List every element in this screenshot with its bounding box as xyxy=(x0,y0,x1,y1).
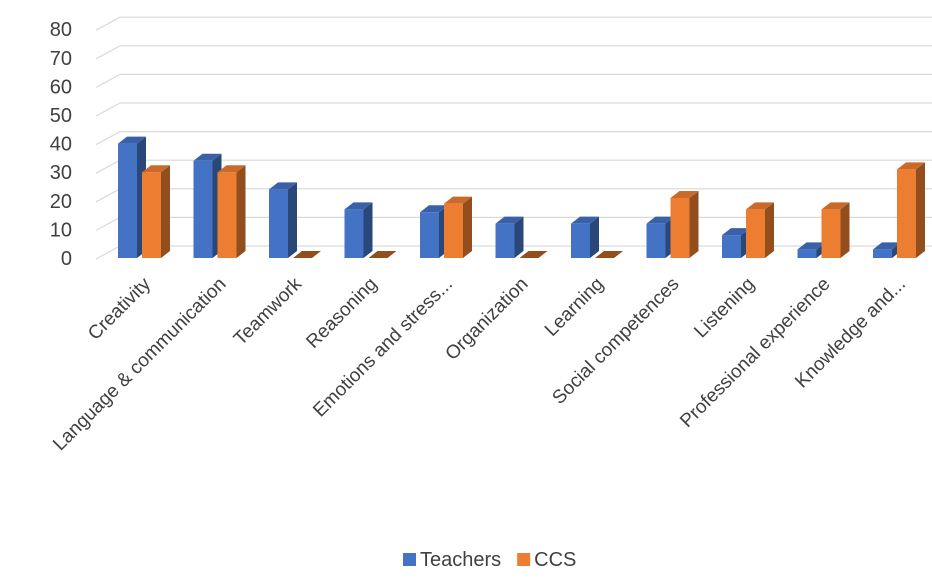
bar-teachers-5 xyxy=(495,216,524,258)
y-tick-label: 70 xyxy=(50,48,72,70)
x-tick-label: Creativity xyxy=(84,273,155,344)
gridline xyxy=(95,16,932,31)
y-tick-label: 0 xyxy=(61,248,72,270)
x-tick-label: Emotions and stress... xyxy=(309,274,457,422)
bar-teachers-8 xyxy=(722,228,750,258)
x-tick-label: Teamwork xyxy=(230,273,306,349)
y-tick-label: 50 xyxy=(50,105,72,127)
legend: Teachers CCS xyxy=(403,549,576,571)
x-tick-label: Learning xyxy=(541,274,608,341)
bar-ccs-4 xyxy=(444,196,472,258)
bar-ccs-3 xyxy=(368,251,397,258)
bar-ccs-0 xyxy=(142,165,170,258)
bars xyxy=(118,136,925,258)
bar-ccs-2 xyxy=(293,251,321,258)
bar-ccs-10 xyxy=(897,162,925,258)
y-tick-label: 10 xyxy=(50,219,72,241)
gridline xyxy=(95,131,932,146)
bar-teachers-9 xyxy=(797,242,826,258)
bar-ccs-5 xyxy=(519,251,548,258)
bar-ccs-7 xyxy=(670,190,699,258)
y-tick-label: 80 xyxy=(50,19,72,41)
x-tick-label: Social competences xyxy=(548,274,683,409)
x-tick-label: Professional experience xyxy=(676,274,834,432)
legend-label-ccs: CCS xyxy=(534,549,576,571)
y-tick-label: 30 xyxy=(50,162,72,184)
y-tick-label: 40 xyxy=(50,134,72,156)
y-axis: 0 10 20 30 40 50 60 70 80 xyxy=(50,19,72,270)
bar-teachers-3 xyxy=(344,202,373,258)
bar-teachers-1 xyxy=(193,153,222,258)
bar-teachers-6 xyxy=(571,216,599,258)
bar-teachers-10 xyxy=(873,242,901,258)
legend-swatch-ccs xyxy=(517,553,531,566)
y-tick-label: 20 xyxy=(50,191,72,213)
gridline xyxy=(95,102,932,117)
bar-ccs-1 xyxy=(217,165,246,258)
gridlines xyxy=(95,16,932,260)
gridline xyxy=(95,73,932,88)
legend-label-teachers: Teachers xyxy=(420,549,501,571)
bar-ccs-6 xyxy=(595,251,623,258)
bar-teachers-2 xyxy=(269,182,297,258)
legend-swatch-teachers xyxy=(403,553,416,566)
gridline xyxy=(95,45,932,60)
bar-teachers-0 xyxy=(118,136,146,258)
bar-teachers-4 xyxy=(420,205,448,258)
x-tick-label: Listening xyxy=(690,274,759,343)
x-tick-label: Reasoning xyxy=(302,274,381,353)
bar-ccs-8 xyxy=(746,202,774,258)
bar-ccs-9 xyxy=(821,202,850,258)
bar-teachers-7 xyxy=(646,216,675,258)
y-tick-label: 60 xyxy=(50,76,72,98)
